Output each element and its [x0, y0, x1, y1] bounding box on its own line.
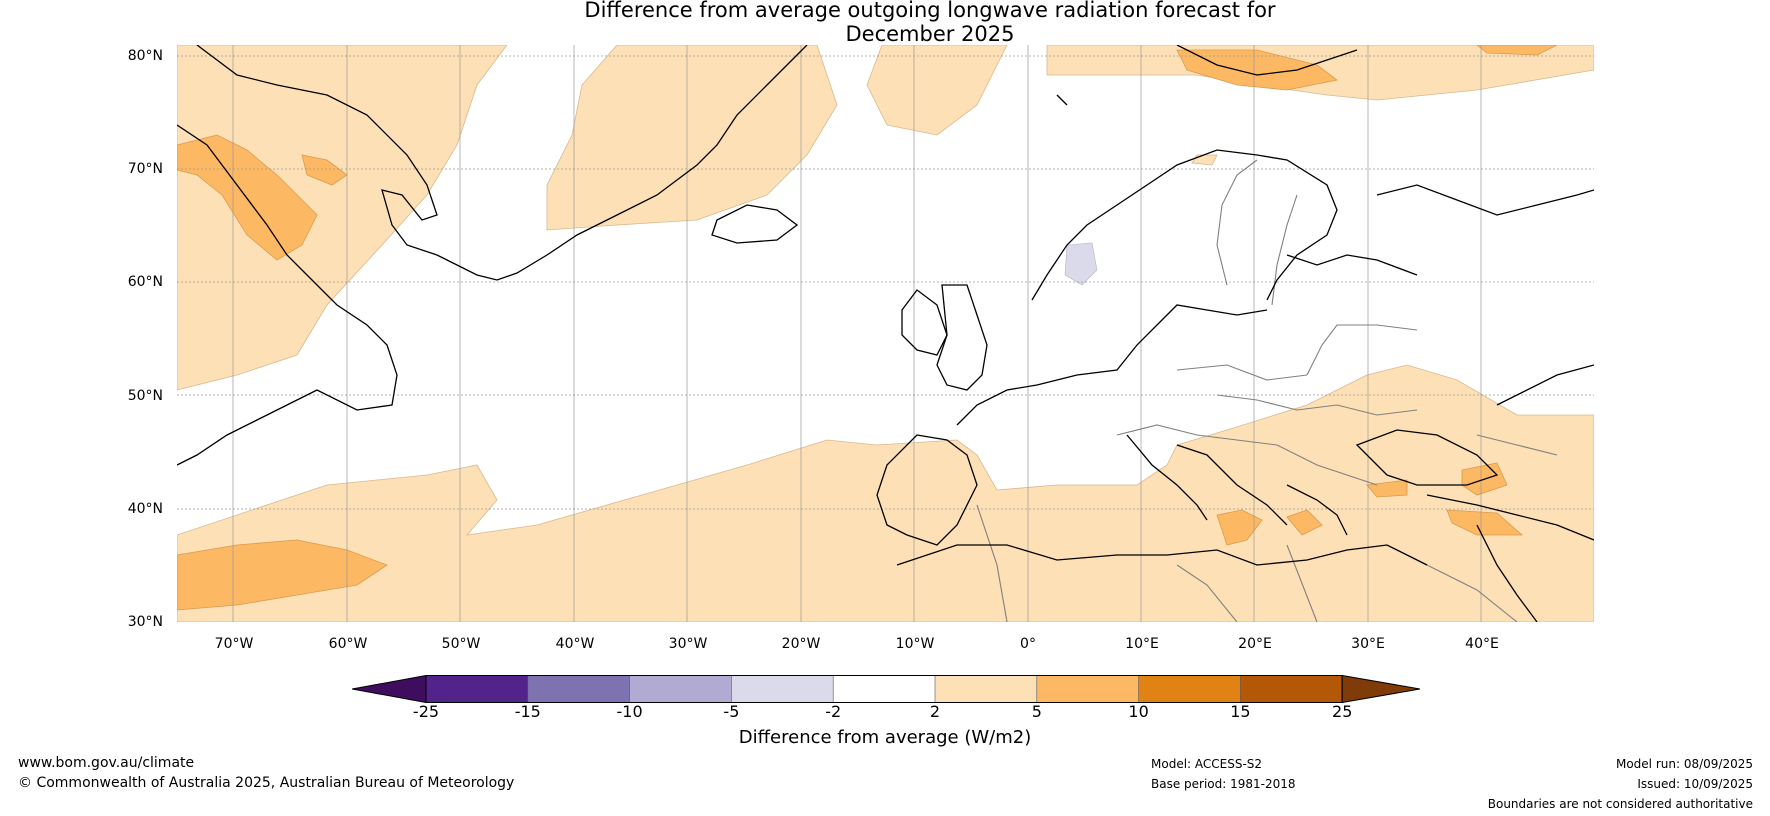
lat-label-60n: 60°N: [127, 274, 163, 290]
lon-label-10e: 10°E: [1125, 636, 1159, 652]
coastlines: [177, 45, 1594, 622]
lon-label-70w: 70°W: [214, 636, 254, 652]
colorbar-segment: [1138, 675, 1241, 703]
lat-label-80n: 80°N: [127, 48, 163, 64]
colorbar-segment: [527, 675, 630, 703]
website-text: www.bom.gov.au/climate: [18, 755, 195, 771]
map-panel: [177, 45, 1594, 622]
lon-label-10w: 10°W: [895, 636, 935, 652]
colorbar-segment: [426, 675, 528, 703]
colorbar-tick-label: 5: [1031, 702, 1042, 721]
colorbar-tick-label: 10: [1128, 702, 1149, 721]
lat-label-40n: 40°N: [127, 501, 163, 517]
base-period-text: Base period: 1981-2018: [1151, 777, 1296, 791]
colorbar-segment: [833, 675, 935, 703]
colorbar: [352, 675, 1420, 703]
anomaly-fill-light: [177, 45, 1594, 622]
colorbar-extension-high: [1341, 675, 1420, 703]
lon-label-30w: 30°W: [668, 636, 708, 652]
lat-label-50n: 50°N: [127, 388, 163, 404]
colorbar-segment: [935, 675, 1037, 703]
colorbar-tick-label: -25: [412, 702, 440, 721]
lon-label-0: 0°: [1020, 636, 1036, 652]
colorbar-tick-label: -5: [723, 702, 740, 721]
colorbar-segment: [731, 675, 834, 703]
colorbar-segment: [1036, 675, 1139, 703]
colorbar-segment: [1240, 675, 1343, 703]
lat-label-70n: 70°N: [127, 161, 163, 177]
lon-label-20e: 20°E: [1238, 636, 1272, 652]
lon-label-20w: 20°W: [781, 636, 821, 652]
country-borders: [976, 159, 1558, 622]
disclaimer-text: Boundaries are not considered authoritat…: [1487, 797, 1753, 811]
lon-label-40e: 40°E: [1465, 636, 1499, 652]
colorbar-tick-label: -10: [616, 702, 643, 721]
title-line-1: Difference from average outgoing longwav…: [584, 0, 1276, 22]
colorbar-tick-label: 2: [929, 702, 941, 721]
anomaly-fill-negative: [1064, 242, 1098, 286]
map-title: Difference from average outgoing longwav…: [0, 0, 1770, 46]
title-line-2: December 2025: [845, 22, 1015, 46]
lon-label-40w: 40°W: [555, 636, 595, 652]
colorbar-extension-low: [352, 675, 427, 703]
colorbar-tick-label: -15: [514, 702, 541, 721]
graticule: [177, 45, 1594, 622]
model-run-text: Model run: 08/09/2025: [1615, 757, 1753, 771]
colorbar-segment: [629, 675, 732, 703]
colorbar-tick-label: -2: [825, 702, 842, 721]
lon-label-50w: 50°W: [441, 636, 481, 652]
copyright-text: © Commonwealth of Australia 2025, Austra…: [18, 775, 515, 791]
olr-anomaly-map: [177, 45, 1594, 622]
lon-label-60w: 60°W: [328, 636, 368, 652]
colorbar-tick-label: 25: [1332, 702, 1353, 721]
colorbar-label: Difference from average (W/m2): [738, 727, 1032, 748]
issued-text: Issued: 10/09/2025: [1637, 777, 1753, 791]
lon-label-30e: 30°E: [1351, 636, 1385, 652]
colorbar-tick-label: 15: [1230, 702, 1251, 721]
lat-label-30n: 30°N: [127, 614, 163, 630]
model-text: Model: ACCESS-S2: [1151, 757, 1263, 771]
